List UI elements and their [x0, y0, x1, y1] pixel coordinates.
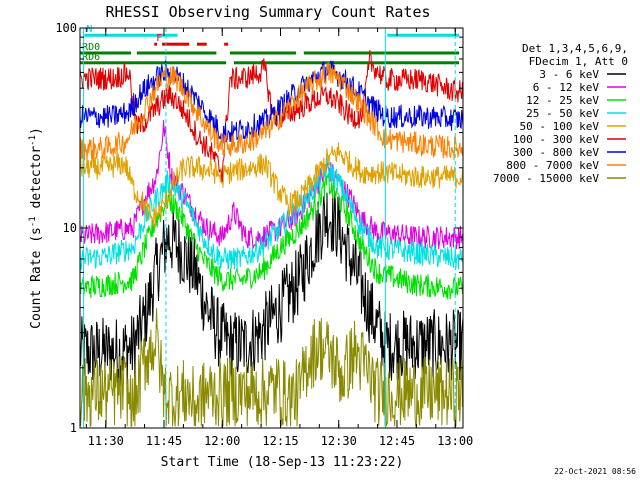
series-group — [79, 50, 464, 428]
series-800-7000-kev — [79, 62, 464, 161]
state-bar-f — [154, 42, 158, 46]
x-tick-label: 11:30 — [88, 434, 124, 448]
state-bar-f — [197, 42, 207, 46]
chart-title: RHESSI Observing Summary Count Rates — [105, 3, 430, 21]
state-bar-rd0 — [303, 51, 460, 55]
state-label-n: N — [86, 24, 92, 35]
x-tick-label: 12:45 — [379, 434, 415, 448]
y-tick-label: 100 — [55, 21, 77, 35]
state-bar-n — [84, 33, 178, 37]
state-bar-n — [387, 33, 460, 37]
series-300-800-kev — [79, 59, 464, 144]
x-axis-label: Start Time (18-Sep-13 11:23:22) — [161, 455, 404, 470]
legend-label-800-7000-kev: 800 - 7000 keV — [506, 159, 599, 172]
state-label-rd6: RD6 — [82, 52, 100, 63]
x-tick-label: 13:00 — [437, 434, 473, 448]
state-bar-f — [162, 42, 190, 46]
axes: 11:30 11:45 12:00 12:15 12:30 12:45 13:00 1 10 10… — [55, 21, 473, 448]
series-50-100-kev — [79, 142, 464, 228]
legend: Det 1,3,4,5,6,9,FDecim 1, Att 03 - 6 keV… — [493, 42, 628, 185]
legend-label-12-25-kev: 12 - 25 keV — [526, 94, 599, 107]
state-bar-rd0 — [136, 51, 217, 55]
legend-label-25-50-kev: 25 - 50 keV — [526, 107, 599, 120]
series-12-25-kev — [79, 172, 464, 300]
legend-label-300-800-kev: 300 - 800 keV — [513, 146, 599, 159]
legend-header: FDecim 1, Att 0 — [529, 55, 628, 68]
y-tick-label: 1 — [70, 421, 77, 435]
legend-label-3-6-kev: 3 - 6 keV — [539, 68, 599, 81]
x-tick-label: 12:15 — [262, 434, 298, 448]
state-label-rd0: RD0 — [82, 42, 100, 53]
state-bar-rd6 — [80, 61, 227, 65]
state-bar-f — [224, 42, 229, 46]
legend-label-6-12-kev: 6 - 12 keV — [533, 81, 600, 94]
state-bar-rd0 — [230, 51, 297, 55]
state-label-f: F — [156, 33, 162, 44]
legend-label-50-100-kev: 50 - 100 keV — [520, 120, 600, 133]
legend-label-7000-15000-kev: 7000 - 15000 keV — [493, 172, 599, 185]
y-axis-label: Count Rate (s-1 detector-1) — [28, 127, 44, 329]
x-tick-label: 12:00 — [204, 434, 240, 448]
y-tick-label: 10 — [63, 221, 77, 235]
x-tick-label: 11:45 — [146, 434, 182, 448]
series-3-6-kev — [79, 190, 464, 387]
legend-label-100-300-kev: 100 - 300 keV — [513, 133, 599, 146]
state-bar-rd0 — [80, 51, 131, 55]
x-tick-label: 12:30 — [321, 434, 357, 448]
state-bar-rd6 — [233, 61, 460, 65]
series-25-50-kev — [79, 157, 464, 271]
footer-timestamp: 22-Oct-2021 08:56 — [554, 467, 636, 476]
legend-header: Det 1,3,4,5,6,9, — [522, 42, 628, 55]
series-7000-15000-kev — [79, 308, 464, 428]
